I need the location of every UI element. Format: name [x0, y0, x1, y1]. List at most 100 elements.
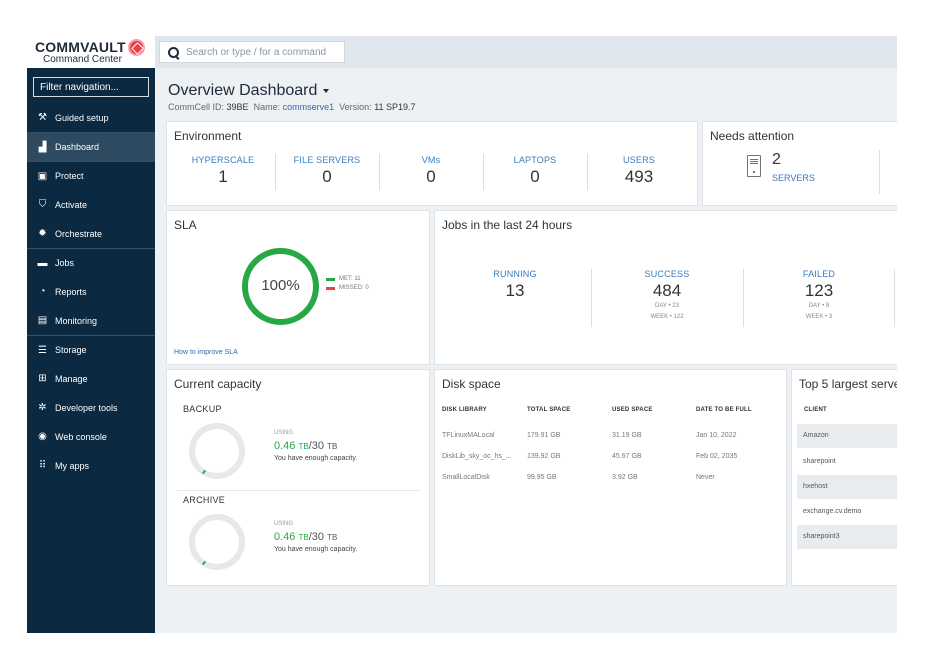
- brand-subtitle: Command Center: [43, 54, 122, 65]
- divider: [483, 154, 484, 190]
- app-window: COMMVAULT Command Center Filter navigati…: [27, 36, 897, 633]
- globe-icon: ◉: [38, 431, 47, 442]
- divider: [177, 490, 421, 491]
- kpi-value: 13: [505, 281, 525, 300]
- brand-logo-area[interactable]: COMMVAULT Command Center: [27, 36, 155, 68]
- legend-swatch-missed: [326, 286, 335, 290]
- archive-usage: 0.46 TB/30 TB: [274, 531, 337, 543]
- dashboard-selector[interactable]: Overview Dashboard: [168, 82, 330, 100]
- search-box[interactable]: [159, 41, 345, 63]
- kpi-value: 1: [218, 167, 228, 186]
- card-title: Needs attention: [710, 129, 795, 143]
- filter-navigation-input[interactable]: Filter navigation...: [33, 77, 149, 97]
- table-cell: Feb 02, 2035: [696, 453, 738, 460]
- kpi-hyperscale[interactable]: HYPERSCALE 1: [167, 155, 279, 187]
- column-header[interactable]: CLIENT: [804, 407, 827, 413]
- kpi-laptops[interactable]: LAPTOPS 0: [483, 155, 587, 187]
- backup-gauge[interactable]: [189, 423, 245, 479]
- sidebar-item-orchestrate[interactable]: ✹ Orchestrate: [27, 219, 155, 248]
- version-value: 11 SP19.7: [374, 102, 416, 112]
- sidebar-item-reports[interactable]: ◔ Reports: [27, 277, 155, 306]
- column-header[interactable]: USED SPACE: [612, 407, 653, 413]
- list-item[interactable]: exchange.cv.demo: [803, 508, 862, 515]
- dashboard-icon: ▟: [38, 141, 47, 153]
- kpi-users[interactable]: USERS 493: [587, 155, 691, 187]
- sidebar-item-storage[interactable]: ☰ Storage: [27, 335, 155, 364]
- commcell-info: CommCell ID: 39BE Name: commserve1 Versi…: [168, 102, 416, 112]
- disk-library-cell[interactable]: TFLinuxMALocal: [442, 432, 495, 439]
- jobs-card: Jobs in the last 24 hours RUNNING 13 SUC…: [434, 210, 897, 365]
- jobs-success[interactable]: SUCCESS 484 DAY • 23 WEEK • 122: [617, 269, 717, 323]
- sidebar-item-monitoring[interactable]: ▤ Monitoring: [27, 306, 155, 335]
- reports-icon: ◔: [39, 286, 46, 297]
- divider: [275, 154, 276, 190]
- sidebar-item-developer-tools[interactable]: ✲ Developer tools: [27, 393, 155, 422]
- servers-link[interactable]: SERVERS: [772, 173, 815, 183]
- kpi-file-servers[interactable]: FILE SERVERS 0: [275, 155, 379, 187]
- kpi-value: 0: [530, 167, 540, 186]
- database-icon: ☰: [38, 344, 47, 356]
- table-cell: 99.95 GB: [527, 474, 557, 481]
- list-item[interactable]: hxehost: [797, 475, 897, 499]
- list-item[interactable]: sharepoint: [803, 458, 836, 465]
- main-content: Overview Dashboard CommCell ID: 39BE Nam…: [155, 68, 897, 633]
- sla-percent: 100%: [261, 277, 300, 294]
- search-input[interactable]: [186, 46, 336, 58]
- sidebar-item-guided-setup[interactable]: ⚒ Guided setup: [27, 103, 155, 132]
- sla-donut-chart[interactable]: [242, 248, 319, 325]
- kpi-vms[interactable]: VMs 0: [379, 155, 483, 187]
- legend-met: MET: 11: [326, 276, 361, 282]
- list-item[interactable]: sharepoint3: [797, 525, 897, 549]
- week-count: WEEK • 3: [805, 314, 833, 320]
- archive-label: ARCHIVE: [183, 495, 226, 505]
- total-value: /30: [308, 531, 325, 543]
- sidebar-item-label: Storage: [55, 345, 87, 355]
- sidebar-item-dashboard[interactable]: ▟ Dashboard: [27, 132, 155, 161]
- sidebar-item-jobs[interactable]: ▬ Jobs: [27, 248, 155, 277]
- jobs-failed[interactable]: FAILED 123 DAY • 8 WEEK • 3: [769, 269, 869, 323]
- disk-space-card: Disk space DISK LIBRARY TOTAL SPACE USED…: [434, 369, 787, 586]
- legend-label: MET: 11: [339, 276, 361, 282]
- improve-sla-link[interactable]: How to improve SLA: [174, 349, 238, 356]
- disk-library-cell[interactable]: DiskLib_sky_oc_hs_...: [442, 453, 512, 460]
- column-header[interactable]: TOTAL SPACE: [527, 407, 571, 413]
- jobs-running[interactable]: RUNNING 13: [465, 269, 565, 301]
- commvault-logo-icon: [128, 39, 145, 56]
- sidebar-item-web-console[interactable]: ◉ Web console: [27, 422, 155, 451]
- divider: [879, 150, 880, 194]
- kpi-label: LAPTOPS: [513, 155, 557, 165]
- sidebar-item-manage[interactable]: ⊞ Manage: [27, 364, 155, 393]
- sidebar-item-activate[interactable]: ⛉ Activate: [27, 190, 155, 219]
- sidebar-item-label: Guided setup: [55, 112, 109, 123]
- used-unit: TB: [298, 533, 309, 542]
- used-value: 0.46: [274, 440, 296, 452]
- card-title: Disk space: [442, 377, 501, 391]
- divider: [587, 154, 588, 190]
- list-item[interactable]: Amazon: [797, 424, 897, 448]
- table-cell: 179.91 GB: [527, 432, 561, 439]
- page-title: Overview Dashboard: [168, 82, 318, 99]
- cog-icon: ✲: [38, 402, 47, 413]
- archive-gauge[interactable]: [189, 514, 245, 570]
- column-header[interactable]: DATE TO BE FULL: [696, 407, 752, 413]
- kpi-value: 123: [804, 281, 834, 300]
- monitor-icon: ▤: [37, 315, 48, 326]
- commserve-name-link[interactable]: commserve1: [282, 102, 335, 112]
- disk-library-cell[interactable]: SmallLocalDisk: [442, 474, 490, 481]
- sidebar-item-label: Dashboard: [55, 142, 100, 152]
- sidebar-item-my-apps[interactable]: ⠿ My apps: [27, 451, 155, 480]
- kpi-value: 0: [426, 167, 436, 186]
- column-header[interactable]: DISK LIBRARY: [442, 407, 487, 413]
- commcell-id: 39BE: [226, 102, 249, 112]
- sidebar-item-protect[interactable]: ▣ Protect: [27, 161, 155, 190]
- kpi-label: HYPERSCALE: [191, 155, 255, 165]
- total-unit: TB: [327, 442, 338, 451]
- divider: [591, 269, 592, 327]
- legend-label: MISSED: 0: [339, 285, 369, 291]
- kpi-label: VMs: [421, 155, 441, 165]
- sidebar-item-label: My apps: [55, 460, 90, 471]
- capacity-note: You have enough capacity.: [274, 546, 358, 553]
- sidebar-item-label: Reports: [55, 286, 87, 297]
- table-cell: 45.67 GB: [612, 453, 642, 460]
- name-label: Name:: [253, 102, 281, 112]
